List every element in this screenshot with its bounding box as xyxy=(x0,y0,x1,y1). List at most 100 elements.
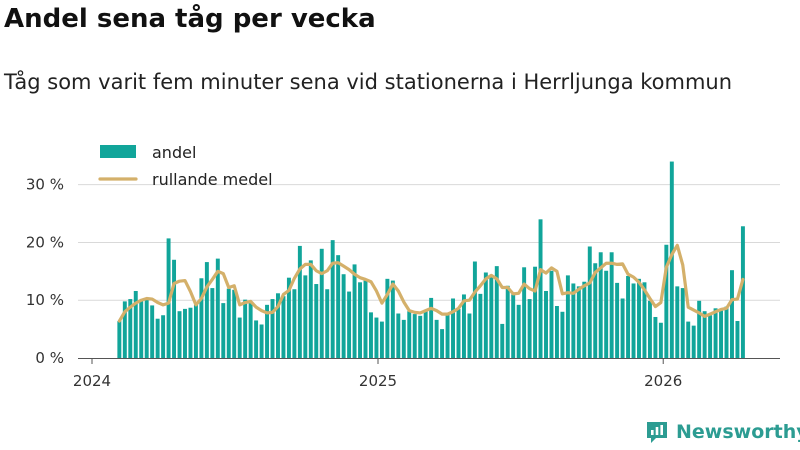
bar xyxy=(445,312,450,358)
bar xyxy=(243,299,248,358)
x-tick-label: 2025 xyxy=(359,372,397,390)
y-tick-label: 30 % xyxy=(26,176,64,194)
chart-subtitle: Tåg som varit fem minuter sena vid stati… xyxy=(4,70,733,94)
bar xyxy=(730,270,734,358)
bar xyxy=(265,304,270,358)
chart-svg: 0 % 10 % 20 % 30 % 2024 2025 2026 andel rulla… xyxy=(26,143,780,390)
bar xyxy=(308,260,313,358)
bar xyxy=(478,293,483,358)
bar xyxy=(133,290,138,358)
bar-series xyxy=(117,161,745,358)
bar xyxy=(248,302,253,358)
newsworthy-logo-icon xyxy=(647,422,667,443)
bar xyxy=(626,275,631,358)
bar xyxy=(713,308,718,358)
bar xyxy=(467,313,472,358)
bar xyxy=(161,315,166,358)
rolling-average-line xyxy=(117,243,745,323)
bar xyxy=(297,245,302,358)
bar xyxy=(527,299,532,358)
bar xyxy=(139,300,144,358)
bar xyxy=(620,298,625,358)
bar xyxy=(708,315,713,358)
bar xyxy=(554,306,559,358)
grid-lines xyxy=(78,184,780,301)
bar xyxy=(560,311,565,358)
bar xyxy=(702,311,707,358)
bar xyxy=(604,270,609,358)
bar xyxy=(505,285,510,358)
bar xyxy=(374,317,379,358)
bar xyxy=(336,255,341,358)
bar xyxy=(330,240,335,358)
bar xyxy=(292,289,297,358)
bar xyxy=(538,219,543,358)
bar xyxy=(653,316,658,358)
bar xyxy=(483,272,488,358)
bar xyxy=(680,288,685,358)
bar xyxy=(461,294,466,358)
bar xyxy=(658,322,663,358)
bar xyxy=(686,321,691,358)
legend-swatch-andel xyxy=(100,145,136,158)
bar xyxy=(276,293,280,358)
bar xyxy=(434,319,439,358)
bar xyxy=(122,301,127,358)
bar xyxy=(637,278,641,358)
brand-name: Newsworthy xyxy=(676,421,800,443)
bar xyxy=(735,321,740,358)
bar xyxy=(423,311,428,358)
bar xyxy=(549,270,554,358)
bar xyxy=(232,289,237,358)
bar xyxy=(669,161,674,358)
bar xyxy=(379,321,384,358)
legend: andel rullande medel xyxy=(98,143,273,189)
bar xyxy=(456,308,461,358)
bar xyxy=(369,312,373,358)
bar xyxy=(183,308,187,358)
bar xyxy=(325,289,330,358)
bar xyxy=(489,275,494,358)
chart-title: Andel sena tåg per vecka xyxy=(4,4,376,34)
bar xyxy=(259,324,264,358)
bar xyxy=(565,275,570,358)
bar xyxy=(177,311,182,358)
bar xyxy=(363,280,368,358)
bar xyxy=(128,299,133,358)
bar xyxy=(319,248,324,358)
bar xyxy=(451,298,455,358)
bar xyxy=(237,317,242,358)
bar xyxy=(418,315,423,358)
bar xyxy=(516,304,521,358)
bar xyxy=(155,318,160,358)
bar xyxy=(210,288,215,358)
bar xyxy=(598,252,603,358)
y-tick-label: 20 % xyxy=(26,233,64,251)
brand-logo: Newsworthy xyxy=(644,419,800,445)
bar xyxy=(341,274,346,358)
bar xyxy=(615,282,620,358)
bar xyxy=(429,297,434,358)
x-tick-label: 2024 xyxy=(73,372,111,390)
y-tick-label: 0 % xyxy=(35,349,64,367)
bar xyxy=(593,263,598,358)
bar xyxy=(511,294,516,358)
bar xyxy=(697,300,702,358)
legend-label-andel: andel xyxy=(152,143,196,162)
x-axis-labels: 2024 2025 2026 xyxy=(73,358,682,390)
bar xyxy=(647,300,652,358)
bar xyxy=(576,286,581,358)
bar xyxy=(522,267,527,358)
bar xyxy=(270,299,275,358)
bar xyxy=(544,290,548,358)
bar xyxy=(587,246,592,358)
bar xyxy=(221,303,226,358)
bar xyxy=(390,280,395,358)
bar xyxy=(193,304,198,358)
legend-label-rullande-medel: rullande medel xyxy=(152,170,273,189)
bar xyxy=(691,325,696,358)
x-tick-label: 2026 xyxy=(644,372,682,390)
bar xyxy=(303,275,308,358)
bar xyxy=(401,319,406,358)
bar xyxy=(724,306,729,358)
